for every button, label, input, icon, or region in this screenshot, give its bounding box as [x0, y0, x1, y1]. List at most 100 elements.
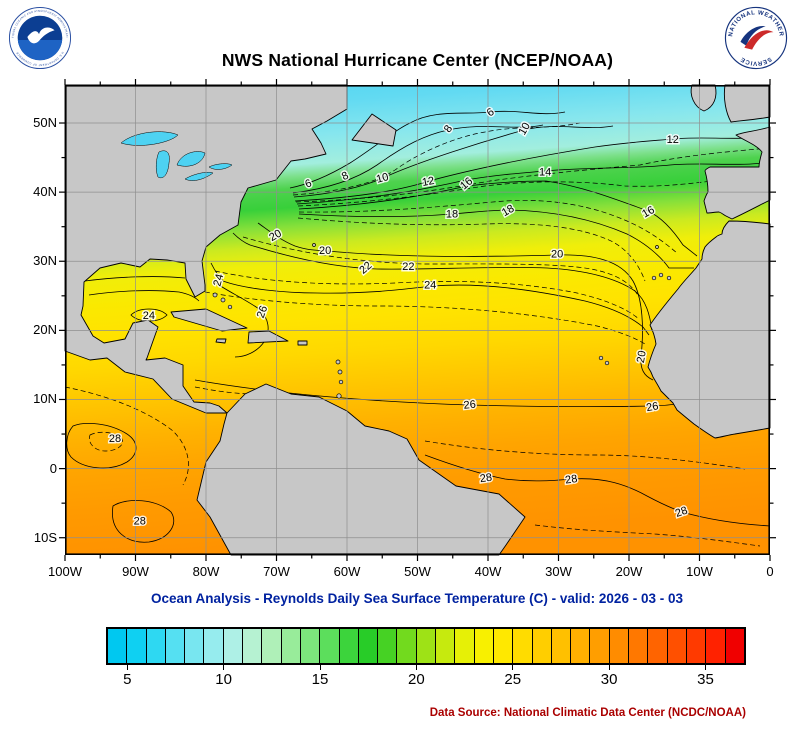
- colorbar-segment: [185, 629, 205, 663]
- colorbar-segment: [223, 629, 244, 663]
- colorbar-segment: [474, 629, 494, 663]
- contour-line-dashed: [194, 386, 281, 395]
- lesser-antilles-island: [338, 379, 344, 385]
- lake-huron: [176, 151, 206, 167]
- colorbar-tick-label: 15: [311, 671, 329, 688]
- colorbar-tick-label: 5: [123, 671, 132, 688]
- contour-label: 26: [645, 400, 659, 414]
- lat-axis-label: 50N: [33, 115, 57, 130]
- contour-line: [66, 423, 137, 469]
- colorbar-segment: [165, 629, 186, 663]
- nws-red-swoosh-icon: [744, 30, 774, 50]
- nws-ring-text-bottom: SERVICE: [740, 55, 772, 65]
- colorbar-tick-label: 25: [504, 671, 522, 688]
- contour-label: 22: [402, 261, 414, 273]
- contour-line-dashed: [424, 440, 746, 470]
- contour-label: 20: [551, 248, 563, 260]
- colorbar-segment: [609, 629, 630, 663]
- contour-line-dashed: [292, 122, 581, 196]
- colorbar-segment: [629, 629, 649, 663]
- colorbar-segment: [204, 629, 224, 663]
- noaa-emblem-sea: [17, 39, 63, 61]
- contour-label: 10: [375, 171, 390, 186]
- colorbar-tick-mark: [319, 665, 321, 670]
- contour-label: 18: [446, 208, 458, 220]
- bahamas-island: [220, 297, 226, 303]
- nws-blue-swoosh-icon: [740, 25, 766, 46]
- colorbar-segment: [725, 629, 744, 663]
- contour-label: 28: [134, 515, 146, 527]
- contour-line: [424, 454, 771, 527]
- contour-line: [88, 290, 200, 302]
- contour-line-dashed: [64, 386, 189, 486]
- colorbar-segment: [686, 629, 707, 663]
- contour-line-dashed: [534, 524, 761, 547]
- contour-line: [257, 222, 654, 381]
- africa: [647, 220, 771, 439]
- latlon-grid: [65, 85, 770, 555]
- colorbar-segment: [436, 629, 456, 663]
- contour-line: [298, 180, 698, 257]
- colorbar-tick-mark: [126, 665, 128, 670]
- colorbar-segment: [571, 629, 591, 663]
- contour-line-dashed: [89, 431, 123, 452]
- colorbar-segment: [320, 629, 340, 663]
- colorbar-tick-mark: [415, 665, 417, 670]
- contour-label: 26: [255, 304, 270, 320]
- south-america: [196, 383, 526, 556]
- cape-verde-island: [604, 360, 610, 366]
- lon-axis-label: 90W: [122, 564, 149, 579]
- colorbar: [106, 627, 746, 665]
- colorbar-tick-label: 30: [600, 671, 618, 688]
- contour-line: [294, 135, 771, 202]
- madeira: [655, 245, 659, 249]
- svg-text:SERVICE: SERVICE: [740, 55, 773, 65]
- colorbar-tick-mark: [223, 665, 225, 670]
- colorbar-segment: [281, 629, 301, 663]
- lon-axis-label: 70W: [263, 564, 290, 579]
- colorbar-segment: [416, 629, 437, 663]
- colorbar-tick-label: 20: [408, 671, 425, 688]
- map-caption: Ocean Analysis - Reynolds Daily Sea Surf…: [151, 591, 683, 606]
- contour-line: [84, 276, 186, 282]
- colorbar-segment: [551, 629, 572, 663]
- noaa-logo: NATIONAL OCEANIC AND ATMOSPHERIC ADMINIS…: [8, 6, 72, 70]
- lat-axis-label: 20N: [33, 322, 57, 338]
- colorbar-segment: [667, 629, 687, 663]
- contour-line: [212, 280, 269, 358]
- contour-line: [210, 262, 650, 336]
- contour-label: 24: [424, 280, 436, 292]
- colorbar-segment: [243, 629, 263, 663]
- contour-line: [112, 500, 175, 543]
- contour-label: 20: [635, 350, 649, 364]
- contour-line-dashed: [298, 200, 678, 254]
- contour-label: 28: [479, 472, 493, 486]
- lon-axis-label: 10W: [686, 564, 713, 579]
- bermuda: [312, 243, 316, 247]
- british-isles: [723, 84, 771, 123]
- contour-line-dashed: [297, 217, 646, 282]
- axis-ticks: [59, 79, 776, 561]
- colorbar-segment: [532, 629, 552, 663]
- lat-axis-label: 0: [49, 460, 57, 476]
- contour-line: [296, 161, 771, 205]
- lon-axis-label: 0: [766, 564, 774, 579]
- contour-label: 24: [143, 310, 155, 322]
- jamaica: [215, 338, 227, 344]
- colorbar-tick-label: 35: [697, 671, 714, 688]
- colorbar-segment: [146, 629, 166, 663]
- contour-label: 24: [211, 273, 226, 288]
- lon-axis-label: 60W: [333, 564, 361, 579]
- contour-label: 14: [539, 166, 551, 178]
- colorbar-segment: [648, 629, 668, 663]
- colorbar-segment: [378, 629, 398, 663]
- lesser-antilles-island: [335, 359, 341, 365]
- hispaniola: [247, 330, 289, 344]
- colorbar-segment: [127, 629, 147, 663]
- lat-axis-label: 40N: [33, 184, 57, 200]
- lon-axis-label: 40W: [474, 564, 502, 579]
- colorbar-tick-label: 10: [215, 671, 232, 688]
- lon-axis-label: 30W: [545, 564, 572, 579]
- cuba: [170, 308, 248, 332]
